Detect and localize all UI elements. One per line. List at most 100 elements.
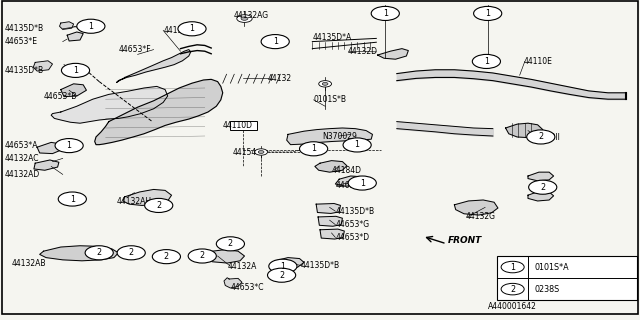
Polygon shape: [34, 160, 59, 170]
Text: 4413II: 4413II: [536, 133, 560, 142]
Circle shape: [188, 249, 216, 263]
Polygon shape: [95, 79, 223, 145]
Text: 1: 1: [484, 57, 489, 66]
Text: 1: 1: [73, 66, 78, 75]
Polygon shape: [335, 176, 364, 186]
Polygon shape: [40, 246, 118, 261]
Text: 2: 2: [540, 183, 545, 192]
Polygon shape: [506, 123, 543, 138]
Text: 0101S*B: 0101S*B: [314, 95, 347, 104]
Circle shape: [178, 22, 206, 36]
Circle shape: [55, 139, 83, 153]
Text: 44132D: 44132D: [348, 47, 378, 56]
Polygon shape: [378, 49, 408, 59]
Polygon shape: [528, 191, 554, 201]
Text: 44653*H: 44653*H: [335, 181, 369, 190]
Circle shape: [348, 176, 376, 190]
Circle shape: [117, 246, 145, 260]
Circle shape: [268, 268, 296, 282]
Text: 44132AD: 44132AD: [5, 170, 40, 179]
Text: 44132AC: 44132AC: [5, 154, 40, 163]
Text: 44132AH: 44132AH: [117, 197, 152, 206]
Polygon shape: [320, 229, 344, 239]
Text: 2: 2: [510, 284, 515, 294]
Polygon shape: [202, 250, 244, 263]
Text: 1: 1: [273, 37, 278, 46]
Text: 2: 2: [279, 271, 284, 280]
Polygon shape: [274, 258, 304, 269]
Circle shape: [501, 261, 524, 273]
Text: 44653*F: 44653*F: [118, 45, 151, 54]
Circle shape: [255, 149, 268, 155]
Text: 2: 2: [164, 252, 169, 261]
Circle shape: [300, 142, 328, 156]
Polygon shape: [316, 204, 340, 213]
Circle shape: [474, 6, 502, 20]
Circle shape: [529, 180, 557, 194]
Text: 44653*C: 44653*C: [230, 284, 264, 292]
Circle shape: [371, 6, 399, 20]
Circle shape: [58, 192, 86, 206]
Circle shape: [216, 237, 244, 251]
Text: 2: 2: [97, 248, 102, 257]
Polygon shape: [315, 161, 347, 172]
Text: 1: 1: [485, 9, 490, 18]
Text: 44653*D: 44653*D: [335, 233, 369, 242]
Circle shape: [77, 19, 105, 33]
Polygon shape: [51, 86, 168, 123]
Text: 44135D*B: 44135D*B: [5, 24, 44, 33]
Text: 44132AA: 44132AA: [163, 26, 198, 35]
Circle shape: [259, 151, 264, 154]
Text: 0238S: 0238S: [534, 284, 559, 294]
Text: 1: 1: [280, 262, 285, 271]
Text: 44135D*A: 44135D*A: [312, 33, 351, 42]
Circle shape: [261, 35, 289, 49]
Polygon shape: [528, 172, 554, 181]
Text: 0101S*A: 0101S*A: [534, 262, 569, 272]
Text: 1: 1: [355, 140, 360, 149]
Circle shape: [378, 9, 393, 17]
Circle shape: [85, 246, 113, 260]
Circle shape: [152, 250, 180, 264]
Polygon shape: [123, 189, 172, 205]
Bar: [230, 121, 257, 130]
Circle shape: [501, 284, 524, 295]
Text: 1: 1: [311, 144, 316, 153]
Circle shape: [323, 83, 328, 85]
Polygon shape: [116, 50, 191, 83]
Circle shape: [145, 198, 173, 212]
Text: FRONT: FRONT: [448, 236, 483, 245]
Text: 44132: 44132: [268, 74, 292, 83]
Text: 44110E: 44110E: [524, 57, 552, 66]
Text: 1: 1: [360, 179, 365, 188]
Circle shape: [241, 17, 248, 20]
Text: A440001642: A440001642: [488, 302, 536, 311]
Text: 2: 2: [156, 201, 161, 210]
Text: 44135D*B: 44135D*B: [5, 66, 44, 75]
Text: 44653*B: 44653*B: [44, 92, 77, 100]
Text: 1: 1: [510, 262, 515, 272]
Circle shape: [269, 259, 297, 273]
Text: 44132A: 44132A: [227, 262, 257, 271]
Text: 2: 2: [129, 248, 134, 257]
Text: 44110D: 44110D: [223, 121, 253, 130]
Text: 2: 2: [228, 239, 233, 248]
Text: 44132G: 44132G: [466, 212, 496, 221]
Text: 44154: 44154: [232, 148, 257, 156]
Circle shape: [527, 130, 555, 144]
Circle shape: [343, 138, 371, 152]
Polygon shape: [33, 61, 52, 71]
Circle shape: [319, 81, 332, 87]
Polygon shape: [224, 278, 242, 288]
Polygon shape: [37, 142, 64, 154]
Polygon shape: [61, 84, 86, 97]
Text: 44135D*B: 44135D*B: [335, 207, 374, 216]
Text: 2: 2: [200, 252, 205, 260]
Circle shape: [237, 15, 252, 22]
Text: 1: 1: [70, 195, 75, 204]
Text: 44132AG: 44132AG: [234, 11, 269, 20]
Polygon shape: [318, 216, 342, 226]
Circle shape: [484, 11, 491, 14]
Text: 1: 1: [67, 141, 72, 150]
Text: 1: 1: [88, 22, 93, 31]
